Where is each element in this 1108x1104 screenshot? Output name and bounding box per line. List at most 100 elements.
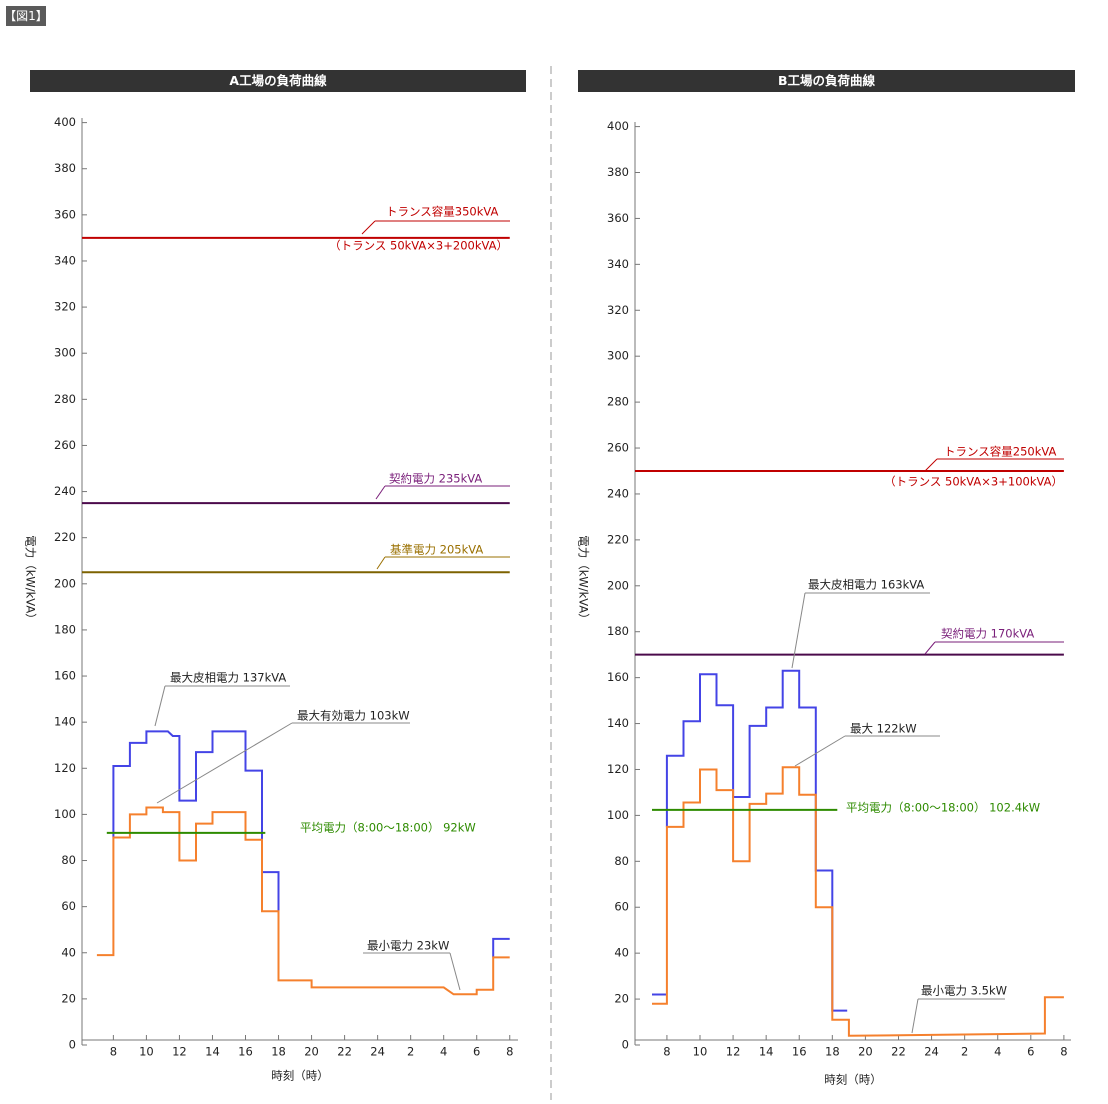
y-tick-label: 120 — [54, 761, 76, 775]
x-axis-label: 時刻（時） — [824, 1073, 882, 1087]
y-tick-label: 80 — [614, 854, 629, 868]
annotation-leader — [911, 998, 919, 1034]
x-tick-label: 2 — [961, 1045, 968, 1059]
y-tick-label: 260 — [54, 438, 76, 452]
title-bar — [578, 70, 1075, 92]
y-tick-label: 260 — [607, 441, 629, 455]
annotation: 平均電力（8:00〜18:00） 102.4kW — [846, 801, 1040, 815]
y-tick-label: 240 — [607, 486, 629, 500]
y-tick-label: 140 — [54, 715, 76, 729]
x-tick-label: 2 — [407, 1045, 414, 1059]
y-tick-label: 160 — [607, 670, 629, 684]
annotation-leader — [376, 556, 386, 570]
x-tick-label: 4 — [994, 1045, 1001, 1059]
y-tick-label: 380 — [607, 165, 629, 179]
y-tick-label: 60 — [614, 900, 629, 914]
annotation: 最大皮相電力 137kVA — [170, 671, 286, 685]
y-tick-label: 200 — [54, 576, 76, 590]
annotation-leader — [924, 458, 938, 472]
x-tick-label: 18 — [825, 1045, 840, 1059]
x-tick-label: 4 — [440, 1045, 447, 1059]
x-tick-label: 10 — [693, 1045, 708, 1059]
y-tick-label: 280 — [607, 395, 629, 409]
annotation: 契約電力 170kVA — [941, 627, 1034, 641]
y-tick-label: 300 — [607, 349, 629, 363]
x-tick-label: 8 — [1060, 1045, 1067, 1059]
y-tick-label: 20 — [61, 991, 76, 1005]
y-tick-label: 240 — [54, 484, 76, 498]
y-tick-label: 60 — [61, 899, 76, 913]
figure-label: 【図1】 — [4, 9, 48, 23]
annotation: 平均電力（8:00〜18:00） 92kW — [300, 821, 476, 835]
title-bar — [30, 70, 526, 92]
annotation: トランス容量250kVA — [944, 445, 1057, 459]
y-tick-label: 280 — [54, 392, 76, 406]
annotation: 最大 122kW — [850, 722, 917, 736]
y-tick-label: 200 — [607, 578, 629, 592]
y-tick-label: 100 — [607, 808, 629, 822]
y-tick-label: 360 — [607, 211, 629, 225]
y-tick-label: 80 — [61, 853, 76, 867]
y-axis-label: 電力（kW/kVA） — [24, 535, 38, 625]
annotation: 最大有効電力 103kW — [297, 709, 410, 723]
x-tick-label: 8 — [663, 1045, 670, 1059]
y-tick-label: 120 — [607, 762, 629, 776]
series-line — [96, 806, 510, 996]
x-tick-label: 16 — [238, 1045, 253, 1059]
y-tick-label: 220 — [54, 530, 76, 544]
x-tick-label: 14 — [759, 1045, 774, 1059]
y-tick-label: 340 — [607, 257, 629, 271]
x-tick-label: 22 — [891, 1045, 906, 1059]
annotation-leader — [924, 641, 936, 655]
x-tick-label: 24 — [924, 1045, 939, 1059]
annotation-leader — [794, 735, 846, 767]
y-tick-label: 400 — [607, 119, 629, 133]
x-tick-label: 6 — [473, 1045, 480, 1059]
annotation-leader — [154, 685, 166, 727]
series-line — [652, 766, 1064, 1037]
y-tick-label: 340 — [54, 253, 76, 267]
x-tick-label: 8 — [506, 1045, 513, 1059]
y-tick-label: 300 — [54, 346, 76, 360]
annotation: （トランス 50kVA×3+200kVA） — [329, 239, 508, 253]
annotation-leader — [361, 220, 376, 235]
y-axis-label: 電力（kW/kVA） — [577, 535, 591, 625]
x-tick-label: 10 — [139, 1045, 154, 1059]
x-tick-label: 16 — [792, 1045, 807, 1059]
annotation: （トランス 50kVA×3+100kVA） — [884, 475, 1063, 489]
y-tick-label: 320 — [54, 300, 76, 314]
annotation: 最大皮相電力 163kVA — [808, 578, 924, 592]
y-tick-label: 40 — [614, 946, 629, 960]
figure-label-box — [6, 6, 46, 26]
annotation: 最小電力 23kW — [367, 939, 449, 953]
x-tick-label: 6 — [1027, 1045, 1034, 1059]
y-tick-label: 380 — [54, 161, 76, 175]
x-tick-label: 20 — [304, 1045, 319, 1059]
y-tick-label: 180 — [607, 624, 629, 638]
annotation-leader — [375, 485, 386, 500]
chart-title: A工場の負荷曲線 — [229, 73, 327, 88]
x-tick-label: 18 — [271, 1045, 286, 1059]
y-tick-label: 0 — [622, 1038, 629, 1052]
y-tick-label: 140 — [607, 716, 629, 730]
y-tick-label: 160 — [54, 669, 76, 683]
x-tick-label: 24 — [370, 1045, 385, 1059]
annotation-leader — [156, 722, 293, 804]
annotation: 基準電力 205kVA — [390, 543, 483, 557]
annotation-leader — [449, 952, 461, 991]
chart-title: B工場の負荷曲線 — [778, 73, 876, 88]
y-tick-label: 20 — [614, 992, 629, 1006]
x-axis-label: 時刻（時） — [271, 1069, 329, 1083]
y-tick-label: 0 — [69, 1038, 76, 1052]
y-tick-label: 40 — [61, 945, 76, 959]
annotation-leader — [791, 592, 806, 669]
y-tick-label: 100 — [54, 807, 76, 821]
y-tick-label: 320 — [607, 303, 629, 317]
x-tick-label: 12 — [172, 1045, 187, 1059]
annotation: 最小電力 3.5kW — [921, 984, 1007, 998]
x-tick-label: 22 — [337, 1045, 352, 1059]
x-tick-label: 14 — [205, 1045, 220, 1059]
x-tick-label: 8 — [110, 1045, 117, 1059]
series-line — [652, 669, 848, 1012]
